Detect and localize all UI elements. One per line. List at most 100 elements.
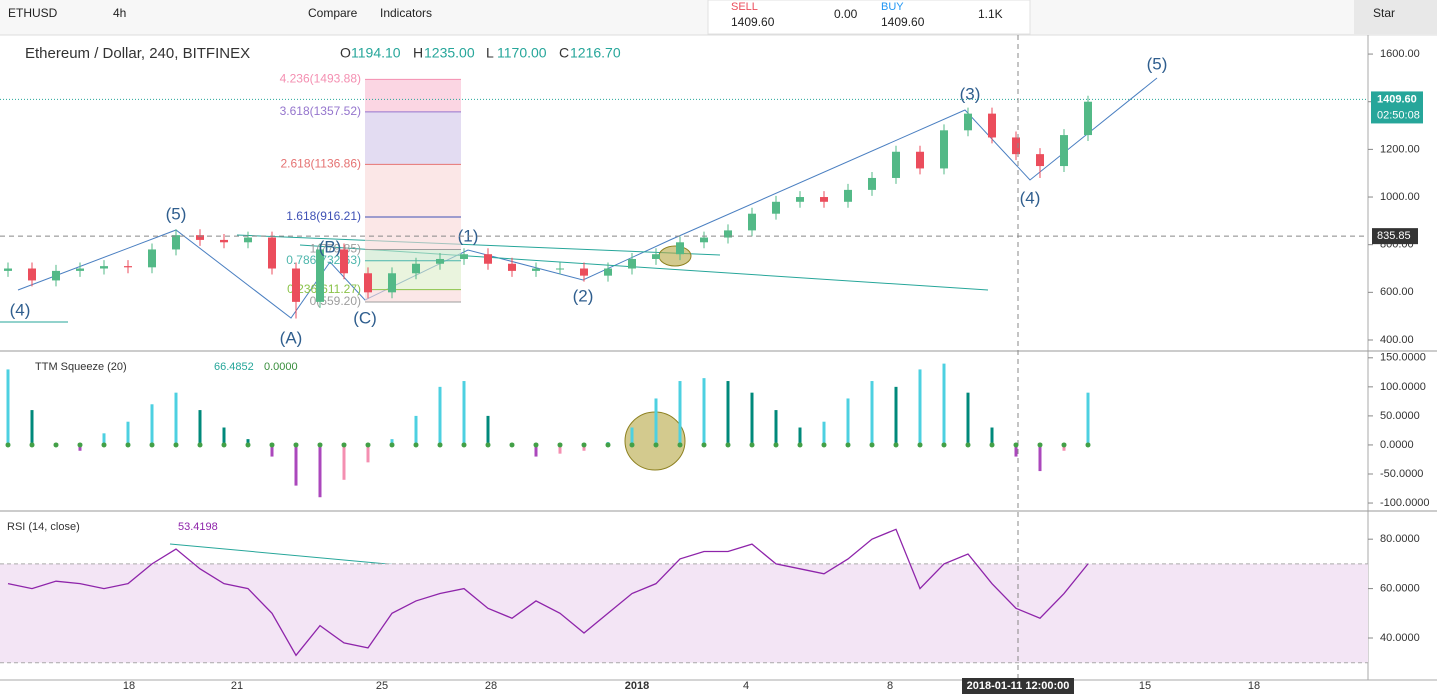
ohlc-key: O xyxy=(340,45,351,61)
crosshair-time-box xyxy=(962,678,1074,694)
wave-label: (5) xyxy=(166,204,187,223)
y-tick-label: 1600.00 xyxy=(1380,48,1420,60)
squeeze-dot xyxy=(269,442,275,448)
histogram-bar xyxy=(462,381,466,445)
rsi-band xyxy=(0,563,1368,663)
candle-body xyxy=(628,258,636,269)
ttm-value: 66.4852 xyxy=(214,361,254,373)
histogram-bar xyxy=(726,381,730,445)
histogram-bar xyxy=(846,398,850,445)
squeeze-dot xyxy=(77,442,83,448)
histogram-bar xyxy=(78,444,82,451)
squeeze-dot xyxy=(173,442,179,448)
candle-body xyxy=(700,237,708,243)
histogram-bar xyxy=(342,444,346,480)
squeeze-dot xyxy=(821,442,827,448)
buy-label[interactable]: BUY xyxy=(881,1,904,13)
histogram-bar xyxy=(222,427,226,445)
trendlines xyxy=(0,234,989,599)
x-tick-label: 18 xyxy=(123,680,135,692)
histogram-bar xyxy=(894,386,898,445)
squeeze-dot xyxy=(485,442,491,448)
ohlc-key: H xyxy=(413,45,423,61)
fib-band xyxy=(365,289,461,303)
wave-label: (3) xyxy=(960,84,981,103)
compare[interactable]: Compare xyxy=(308,6,358,20)
histogram-bar xyxy=(486,415,490,445)
candle-body xyxy=(148,249,156,268)
y-tick-label: 150.0000 xyxy=(1380,352,1426,364)
candle-body xyxy=(916,151,924,169)
fib-band xyxy=(365,79,461,112)
ttm-title: TTM Squeeze (20) xyxy=(35,361,127,373)
sell-price[interactable]: 1409.60 xyxy=(731,15,775,29)
squeeze-dot xyxy=(5,442,11,448)
x-tick-label: 25 xyxy=(376,680,388,692)
squeeze-dot xyxy=(893,442,899,448)
squeeze-dot xyxy=(365,442,371,448)
histogram-bar xyxy=(822,421,826,445)
histogram-bar xyxy=(918,369,922,445)
histogram-bar xyxy=(750,392,754,445)
histogram-bar xyxy=(366,444,370,463)
ohlc-value: 1194.10 xyxy=(351,45,401,61)
squeeze-dot xyxy=(53,442,59,448)
squeeze-dot xyxy=(653,442,659,448)
squeeze-dot xyxy=(701,442,707,448)
candle-body xyxy=(1036,154,1044,167)
histogram-bar xyxy=(30,410,34,445)
highlight xyxy=(658,245,692,267)
squeeze-dot xyxy=(125,442,131,448)
candle-body xyxy=(76,268,84,271)
x-tick-label: 28 xyxy=(485,680,497,692)
last-price-label: 1409.60 xyxy=(1377,93,1417,105)
histogram-bar xyxy=(702,378,706,445)
rsi-line xyxy=(7,528,1089,657)
candle-body xyxy=(580,268,588,276)
histogram-bar xyxy=(6,369,10,445)
symbol[interactable]: ETHUSD xyxy=(8,6,58,20)
wave-label: (B) xyxy=(319,237,342,256)
fib-label: 1.618(916.21) xyxy=(286,209,361,223)
candle-body xyxy=(964,113,972,131)
candle-body xyxy=(1012,137,1020,155)
x-tick-label: 4 xyxy=(743,680,749,692)
ttm-value: 0.0000 xyxy=(264,361,298,373)
candle-body xyxy=(268,237,276,269)
spread: 0.00 xyxy=(834,7,858,21)
candle-body xyxy=(412,263,420,274)
candle-body xyxy=(196,235,204,240)
indicators[interactable]: Indicators xyxy=(380,6,432,20)
main-title: Ethereum / Dollar, 240, BITFINEX xyxy=(25,45,250,62)
histogram-bar xyxy=(318,444,322,498)
squeeze-dot xyxy=(245,442,251,448)
histogram-bar xyxy=(630,427,634,445)
candle-body xyxy=(604,268,612,276)
histogram-bar xyxy=(654,398,658,445)
squeeze-dot xyxy=(437,442,443,448)
fib-band xyxy=(365,216,461,250)
histogram-bar xyxy=(1086,392,1090,445)
star[interactable]: Star xyxy=(1373,6,1395,20)
candle-body xyxy=(484,254,492,264)
candle-body xyxy=(220,239,228,243)
squeeze-dot xyxy=(461,442,467,448)
histogram-bar xyxy=(150,404,154,445)
quantity[interactable]: 1.1K xyxy=(978,7,1003,21)
buy-price[interactable]: 1409.60 xyxy=(881,15,925,29)
interval[interactable]: 4h xyxy=(113,6,126,20)
candle-body xyxy=(892,151,900,178)
squeeze-dot xyxy=(317,442,323,448)
y-tick-label: 0.0000 xyxy=(1380,439,1414,451)
y-tick-label: 50.0000 xyxy=(1380,410,1420,422)
squeeze-dot xyxy=(1013,442,1019,448)
squeeze-dot xyxy=(1037,442,1043,448)
candle-body xyxy=(652,254,660,259)
histogram-bar xyxy=(198,410,202,445)
histogram-bar xyxy=(558,444,562,454)
fib-label: 4.236(1493.88) xyxy=(280,72,361,86)
sell-label[interactable]: SELL xyxy=(731,1,758,13)
candle-body xyxy=(676,242,684,255)
